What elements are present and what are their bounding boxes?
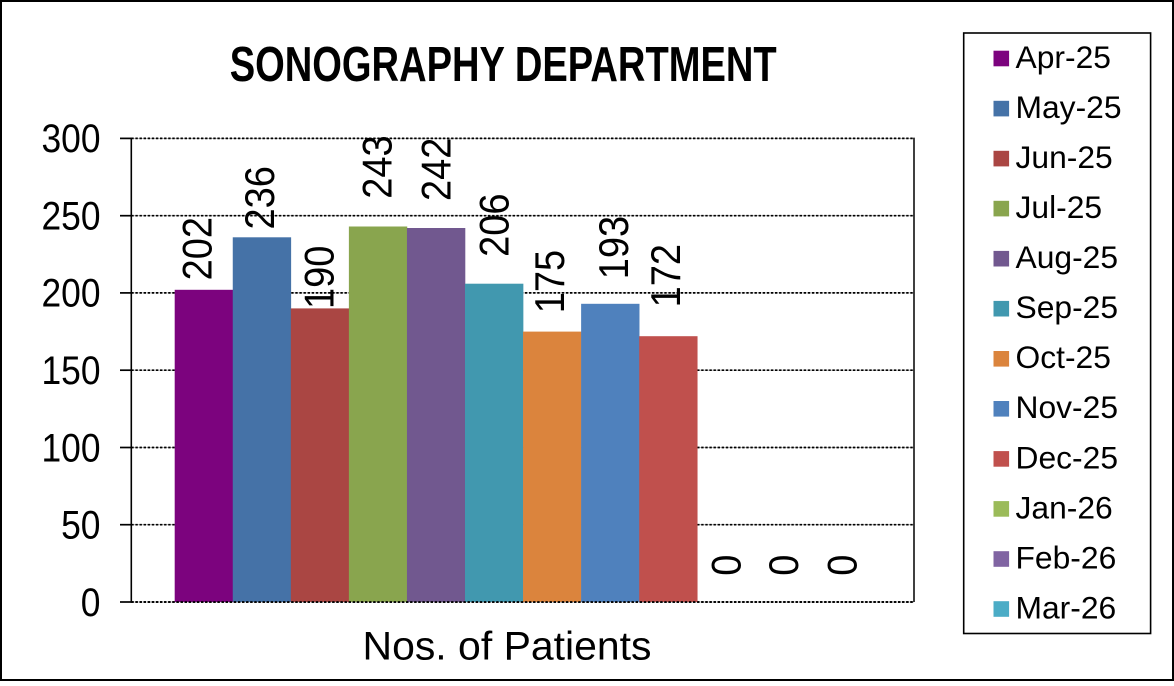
svg-text:May-25: May-25: [1016, 89, 1122, 125]
svg-text:190: 190: [296, 246, 343, 309]
svg-text:175: 175: [526, 250, 573, 313]
svg-text:242: 242: [412, 138, 459, 201]
svg-text:Nos. of Patients: Nos. of Patients: [363, 625, 652, 669]
svg-text:Apr-25: Apr-25: [1016, 39, 1111, 75]
svg-text:Jun-25: Jun-25: [1016, 139, 1113, 175]
svg-text:Sep-25: Sep-25: [1016, 289, 1119, 325]
svg-text:Feb-26: Feb-26: [1016, 539, 1117, 575]
svg-text:200: 200: [42, 272, 101, 316]
svg-text:243: 243: [354, 135, 401, 198]
svg-text:Jul-25: Jul-25: [1016, 189, 1103, 225]
svg-text:236: 236: [236, 166, 283, 229]
svg-text:0: 0: [818, 555, 865, 576]
svg-text:100: 100: [42, 426, 101, 470]
svg-text:Oct-25: Oct-25: [1016, 339, 1111, 375]
svg-text:Nov-25: Nov-25: [1016, 389, 1119, 425]
svg-text:Dec-25: Dec-25: [1016, 439, 1119, 475]
svg-text:250: 250: [42, 195, 101, 239]
svg-text:172: 172: [642, 244, 689, 307]
svg-text:193: 193: [590, 216, 637, 279]
svg-text:202: 202: [173, 217, 220, 280]
svg-text:Mar-26: Mar-26: [1016, 590, 1117, 626]
svg-text:206: 206: [470, 194, 517, 257]
svg-text:0: 0: [81, 581, 101, 625]
svg-text:300: 300: [42, 117, 101, 161]
svg-text:50: 50: [61, 504, 100, 548]
svg-text:Jan-26: Jan-26: [1016, 489, 1113, 525]
svg-text:0: 0: [760, 555, 807, 576]
svg-text:150: 150: [42, 349, 101, 393]
svg-text:Aug-25: Aug-25: [1016, 239, 1119, 275]
svg-text:SONOGRAPHY DEPARTMENT: SONOGRAPHY DEPARTMENT: [230, 37, 777, 92]
svg-text:0: 0: [703, 555, 750, 576]
